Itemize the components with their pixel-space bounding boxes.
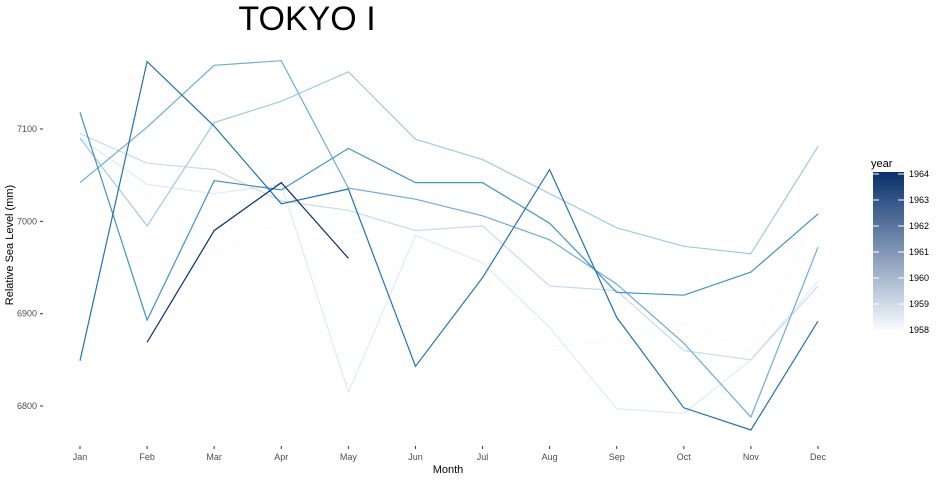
series-line-5 <box>79 112 819 322</box>
chart-title: TOKYO I <box>238 0 375 38</box>
x-tick-label: Dec <box>810 452 827 462</box>
legend-title: year <box>871 158 893 170</box>
legend-label: 1959 <box>909 299 929 309</box>
legend-label: 1958 <box>909 325 929 335</box>
x-axis-title: Month <box>433 464 464 476</box>
legend-label: 1964 <box>909 169 929 179</box>
series-line-3 <box>79 71 819 255</box>
x-tick-label: Mar <box>206 452 222 462</box>
legend-label: 1961 <box>909 247 929 257</box>
x-axis: Jan Feb Mar Apr May Jun Jul Aug Sep Oct Nov Dec <box>73 446 827 462</box>
x-tick-label: May <box>340 452 358 462</box>
legend: year 1964 1963 1962 1961 1960 1959 1958 <box>871 158 929 335</box>
legend-label: 1960 <box>909 273 929 283</box>
series-line-2 <box>79 133 819 361</box>
x-tick-label: Nov <box>743 452 760 462</box>
series-line-7 <box>146 181 349 343</box>
x-tick-label: Oct <box>677 452 692 462</box>
legend-colorbar <box>873 172 904 330</box>
x-tick-label: Jan <box>73 452 88 462</box>
series-lines <box>79 60 819 431</box>
y-tick-label: 7100 <box>17 124 37 134</box>
x-tick-label: Apr <box>274 452 288 462</box>
series-line-6 <box>79 60 819 431</box>
legend-label: 1963 <box>909 195 929 205</box>
x-tick-label: Jun <box>408 452 423 462</box>
x-tick-label: Feb <box>139 452 155 462</box>
y-axis-title: Relative Sea Level (mm) <box>4 185 16 305</box>
legend-label: 1962 <box>909 221 929 231</box>
y-tick-label: 7000 <box>17 216 37 226</box>
y-axis: 6800 6900 7000 7100 <box>17 124 43 411</box>
y-tick-label: 6800 <box>17 401 37 411</box>
y-tick-label: 6900 <box>17 309 37 319</box>
x-tick-label: Sep <box>609 452 625 462</box>
series-line-1 <box>79 137 819 415</box>
x-tick-label: Jul <box>477 452 489 462</box>
series-line-4 <box>79 60 819 419</box>
x-tick-label: Aug <box>542 452 558 462</box>
